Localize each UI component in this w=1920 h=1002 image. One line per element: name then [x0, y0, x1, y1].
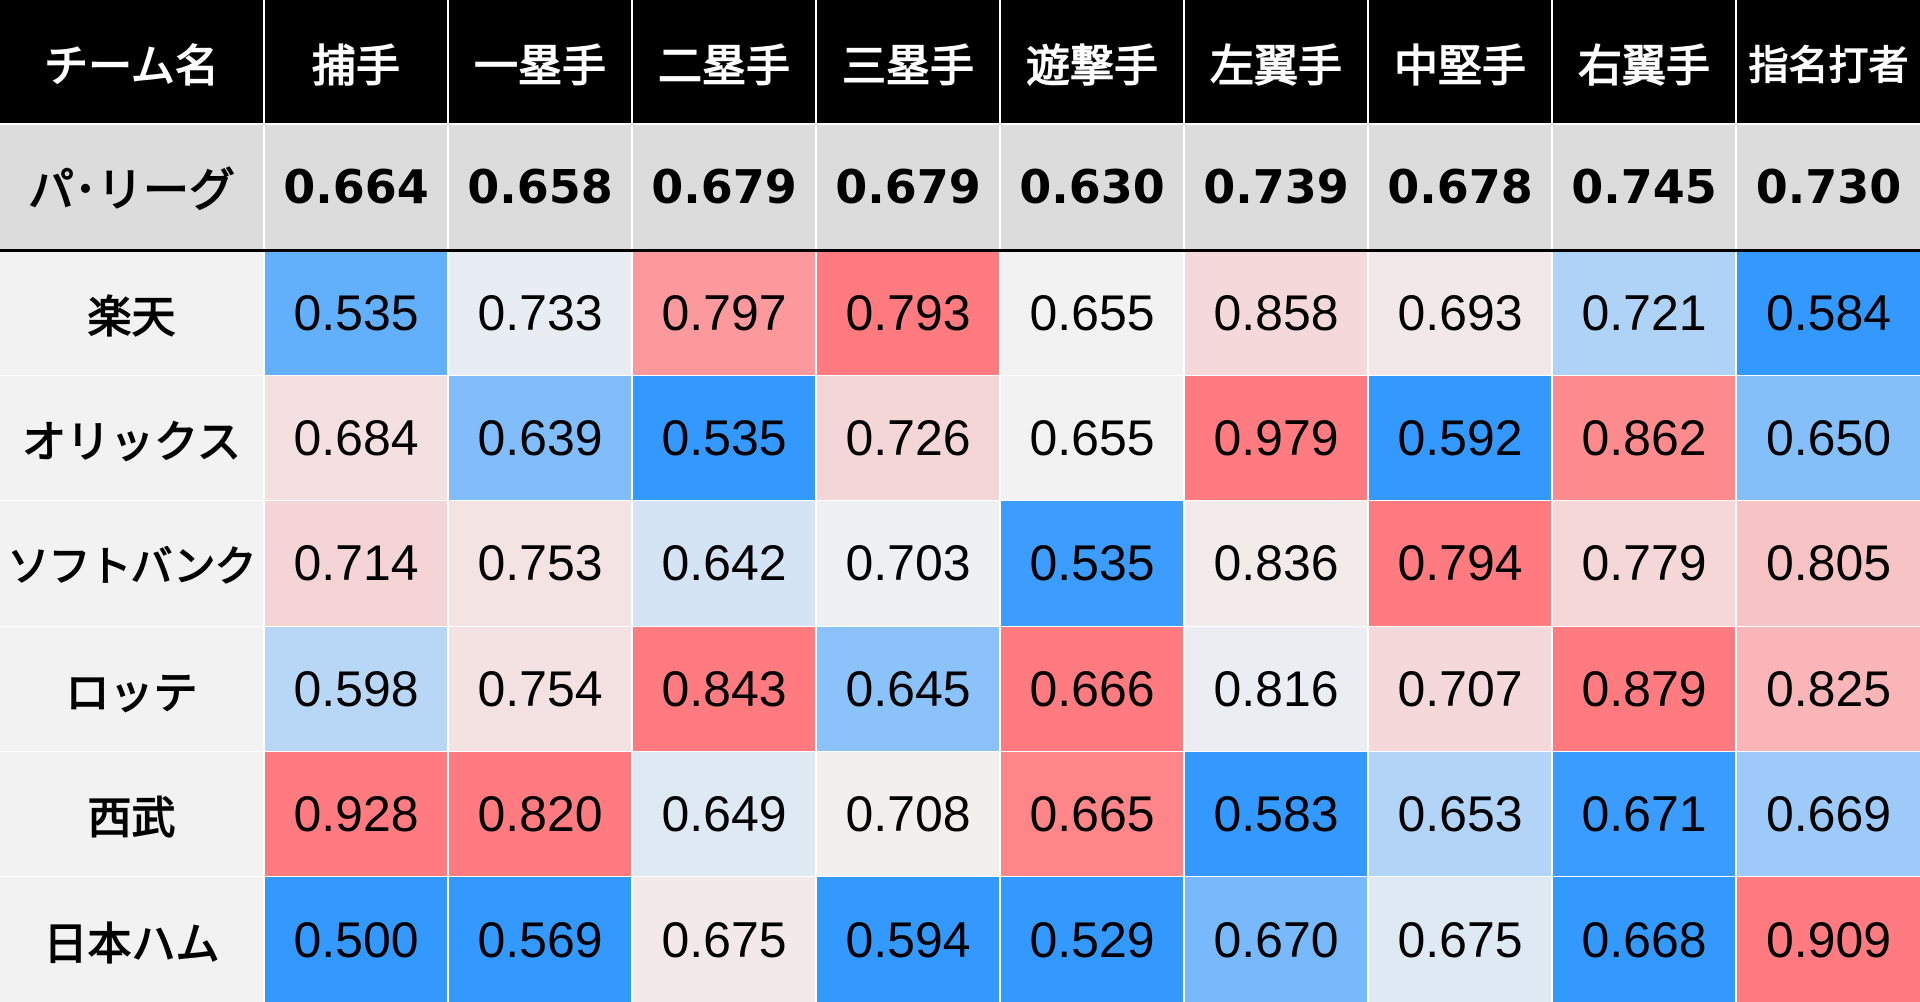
- heatmap-cell-center-field: 0.794: [1367, 500, 1552, 627]
- header-second-base: 二塁手: [631, 0, 816, 125]
- heatmap-cell-right-field: 0.721: [1551, 249, 1736, 376]
- team-row: ロッテ 0.598 0.754 0.843 0.645 0.666 0.816 0.707 0.…: [0, 625, 1920, 752]
- heatmap-cell-catcher: 0.684: [263, 375, 448, 501]
- header-catcher: 捕手: [263, 0, 448, 125]
- heatmap-cell-third-base: 0.726: [815, 375, 1000, 501]
- heatmap-cell-first-base: 0.753: [447, 500, 632, 627]
- team-row: 日本ハム 0.500 0.569 0.675 0.594 0.529 0.670 0.675 0…: [0, 876, 1920, 1002]
- header-first-base: 一塁手: [447, 0, 632, 125]
- team-name: ロッテ: [0, 625, 264, 752]
- heatmap-cell-third-base: 0.645: [815, 625, 1000, 752]
- heatmap-cell-second-base: 0.675: [631, 876, 816, 1002]
- heatmap-cell-center-field: 0.675: [1367, 876, 1552, 1002]
- header-row: チーム名 捕手 一塁手 二塁手 三塁手 遊撃手 左翼手 中堅手 右翼手 指名打者: [0, 0, 1920, 125]
- heatmap-cell-catcher: 0.535: [263, 249, 448, 376]
- league-name: パ･リーグ: [0, 124, 264, 252]
- heatmap-cell-center-field: 0.693: [1367, 249, 1552, 376]
- heatmap-cell-shortstop: 0.529: [999, 876, 1184, 1002]
- heatmap-cell-shortstop: 0.665: [999, 750, 1184, 877]
- team-name: 楽天: [0, 249, 264, 376]
- heatmap-cell-left-field: 0.670: [1183, 876, 1368, 1002]
- team-name: 西武: [0, 750, 264, 877]
- league-value-third-base: 0.679: [815, 124, 1000, 252]
- heatmap-cell-second-base: 0.843: [631, 625, 816, 752]
- team-row: オリックス 0.684 0.639 0.535 0.726 0.655 0.979 0.592…: [0, 375, 1920, 501]
- heatmap-cell-second-base: 0.535: [631, 375, 816, 501]
- header-third-base: 三塁手: [815, 0, 1000, 125]
- league-average-row: パ･リーグ 0.664 0.658 0.679 0.679 0.630 0.73…: [0, 124, 1920, 252]
- league-value-shortstop: 0.630: [999, 124, 1184, 252]
- heatmap-cell-center-field: 0.592: [1367, 375, 1552, 501]
- header-left-field: 左翼手: [1183, 0, 1368, 125]
- heatmap-cell-left-field: 0.836: [1183, 500, 1368, 627]
- league-value-first-base: 0.658: [447, 124, 632, 252]
- heatmap-cell-left-field: 0.583: [1183, 750, 1368, 877]
- heatmap-cell-first-base: 0.569: [447, 876, 632, 1002]
- heatmap-cell-catcher: 0.928: [263, 750, 448, 877]
- heatmap-cell-second-base: 0.649: [631, 750, 816, 877]
- heatmap-cell-designated-hitter: 0.584: [1735, 249, 1920, 376]
- heatmap-cell-third-base: 0.703: [815, 500, 1000, 627]
- heatmap-cell-right-field: 0.779: [1551, 500, 1736, 627]
- heatmap-cell-first-base: 0.639: [447, 375, 632, 501]
- heatmap-cell-right-field: 0.862: [1551, 375, 1736, 501]
- league-value-second-base: 0.679: [631, 124, 816, 252]
- heatmap-cell-shortstop: 0.666: [999, 625, 1184, 752]
- team-row: ソフトバンク 0.714 0.753 0.642 0.703 0.535 0.836 0.79…: [0, 500, 1920, 627]
- heatmap-cell-designated-hitter: 0.650: [1735, 375, 1920, 501]
- heatmap-cell-second-base: 0.797: [631, 249, 816, 376]
- league-value-designated-hitter: 0.730: [1735, 124, 1920, 252]
- heatmap-cell-third-base: 0.708: [815, 750, 1000, 877]
- heatmap-cell-shortstop: 0.535: [999, 500, 1184, 627]
- heatmap-cell-left-field: 0.858: [1183, 249, 1368, 376]
- heatmap-body: パ･リーグ 0.664 0.658 0.679 0.679 0.630 0.73…: [0, 124, 1920, 1002]
- heatmap-cell-shortstop: 0.655: [999, 249, 1184, 376]
- league-value-right-field: 0.745: [1551, 124, 1736, 252]
- heatmap-cell-designated-hitter: 0.805: [1735, 500, 1920, 627]
- league-value-center-field: 0.678: [1367, 124, 1552, 252]
- heatmap-cell-left-field: 0.979: [1183, 375, 1368, 501]
- heatmap-cell-first-base: 0.733: [447, 249, 632, 376]
- heatmap-cell-designated-hitter: 0.825: [1735, 625, 1920, 752]
- heatmap-cell-designated-hitter: 0.909: [1735, 876, 1920, 1002]
- heatmap-cell-shortstop: 0.655: [999, 375, 1184, 501]
- heatmap-cell-right-field: 0.668: [1551, 876, 1736, 1002]
- team-name: ソフトバンク: [0, 500, 264, 627]
- heatmap-cell-first-base: 0.820: [447, 750, 632, 877]
- heatmap-cell-third-base: 0.793: [815, 249, 1000, 376]
- header-shortstop: 遊撃手: [999, 0, 1184, 125]
- heatmap-cell-catcher: 0.598: [263, 625, 448, 752]
- team-name: オリックス: [0, 375, 264, 501]
- league-value-catcher: 0.664: [263, 124, 448, 252]
- heatmap-cell-third-base: 0.594: [815, 876, 1000, 1002]
- header-designated-hitter: 指名打者: [1735, 0, 1920, 125]
- heatmap-cell-second-base: 0.642: [631, 500, 816, 627]
- heatmap-cell-right-field: 0.671: [1551, 750, 1736, 877]
- league-value-left-field: 0.739: [1183, 124, 1368, 252]
- heatmap-cell-center-field: 0.707: [1367, 625, 1552, 752]
- header-center-field: 中堅手: [1367, 0, 1552, 125]
- heatmap-cell-designated-hitter: 0.669: [1735, 750, 1920, 877]
- header-right-field: 右翼手: [1551, 0, 1736, 125]
- team-row: 楽天 0.535 0.733 0.797 0.793 0.655 0.858 0.693 0.7…: [0, 249, 1920, 376]
- team-name: 日本ハム: [0, 876, 264, 1002]
- heatmap-cell-center-field: 0.653: [1367, 750, 1552, 877]
- team-row: 西武 0.928 0.820 0.649 0.708 0.665 0.583 0.653 0.6…: [0, 750, 1920, 877]
- heatmap-cell-catcher: 0.500: [263, 876, 448, 1002]
- header-team-name: チーム名: [0, 0, 264, 125]
- heatmap-cell-catcher: 0.714: [263, 500, 448, 627]
- heatmap-cell-first-base: 0.754: [447, 625, 632, 752]
- heatmap-cell-left-field: 0.816: [1183, 625, 1368, 752]
- heatmap-cell-right-field: 0.879: [1551, 625, 1736, 752]
